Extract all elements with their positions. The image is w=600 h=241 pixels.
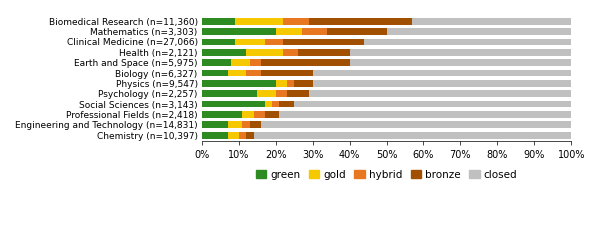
Bar (257, 90, 275, 97)
Bar (202, 28, 275, 35)
Bar (265, 39, 283, 45)
Bar (287, 90, 309, 97)
Bar (246, 132, 254, 139)
Bar (202, 101, 265, 107)
Bar (235, 39, 265, 45)
Bar (202, 80, 275, 87)
Bar (250, 59, 261, 66)
Bar (227, 121, 242, 128)
Bar (328, 28, 386, 35)
Bar (202, 70, 227, 76)
Bar (283, 18, 309, 25)
Bar (261, 70, 313, 76)
Legend: green, gold, hybrid, bronze, closed: green, gold, hybrid, bronze, closed (251, 166, 521, 184)
Bar (239, 132, 246, 139)
Bar (242, 121, 250, 128)
Bar (202, 90, 257, 97)
Bar (313, 70, 571, 76)
Bar (261, 59, 350, 66)
Bar (350, 59, 571, 66)
Bar (202, 39, 235, 45)
Bar (246, 70, 261, 76)
Bar (254, 111, 265, 118)
Bar (364, 39, 571, 45)
Bar (227, 132, 239, 139)
Bar (280, 111, 571, 118)
Bar (202, 59, 232, 66)
Bar (386, 28, 571, 35)
Bar (202, 18, 235, 25)
Bar (235, 18, 283, 25)
Bar (246, 49, 283, 56)
Bar (412, 18, 571, 25)
Bar (232, 59, 250, 66)
Bar (298, 49, 350, 56)
Bar (294, 101, 571, 107)
Bar (287, 80, 294, 87)
Bar (242, 111, 254, 118)
Bar (202, 132, 227, 139)
Bar (265, 101, 272, 107)
Bar (280, 101, 294, 107)
Bar (202, 121, 227, 128)
Bar (202, 111, 242, 118)
Bar (250, 121, 261, 128)
Bar (283, 39, 364, 45)
Bar (309, 90, 571, 97)
Bar (261, 121, 571, 128)
Bar (202, 49, 246, 56)
Bar (265, 111, 280, 118)
Bar (302, 28, 328, 35)
Bar (272, 101, 280, 107)
Bar (294, 80, 313, 87)
Bar (309, 18, 412, 25)
Bar (275, 90, 287, 97)
Bar (283, 49, 298, 56)
Bar (275, 80, 287, 87)
Bar (275, 28, 302, 35)
Bar (350, 49, 571, 56)
Bar (313, 80, 571, 87)
Bar (254, 132, 571, 139)
Bar (227, 70, 246, 76)
